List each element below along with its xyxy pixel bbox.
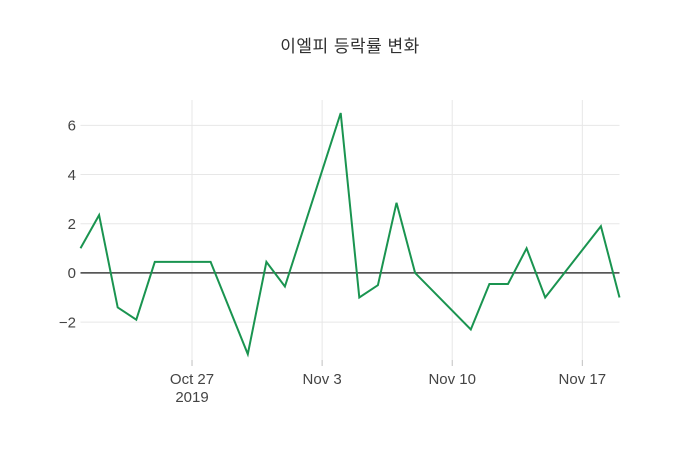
x-tick-label: Nov 17 bbox=[559, 371, 607, 388]
y-tick-label: 4 bbox=[68, 167, 76, 184]
x-tick-label: Nov 3 bbox=[303, 371, 342, 388]
y-tick-label: 6 bbox=[68, 118, 76, 135]
chart-title: 이엘피 등락률 변화 bbox=[280, 37, 420, 56]
x-tick-label: Oct 27 bbox=[170, 371, 214, 388]
series-line bbox=[79, 112, 621, 358]
y-tick-label: −2 bbox=[59, 314, 76, 331]
y-tick-label: 0 bbox=[68, 265, 76, 282]
x-tick-label: 2019 bbox=[175, 389, 208, 406]
x-tick-label: Nov 10 bbox=[428, 371, 476, 388]
y-tick-label: 2 bbox=[68, 216, 76, 233]
